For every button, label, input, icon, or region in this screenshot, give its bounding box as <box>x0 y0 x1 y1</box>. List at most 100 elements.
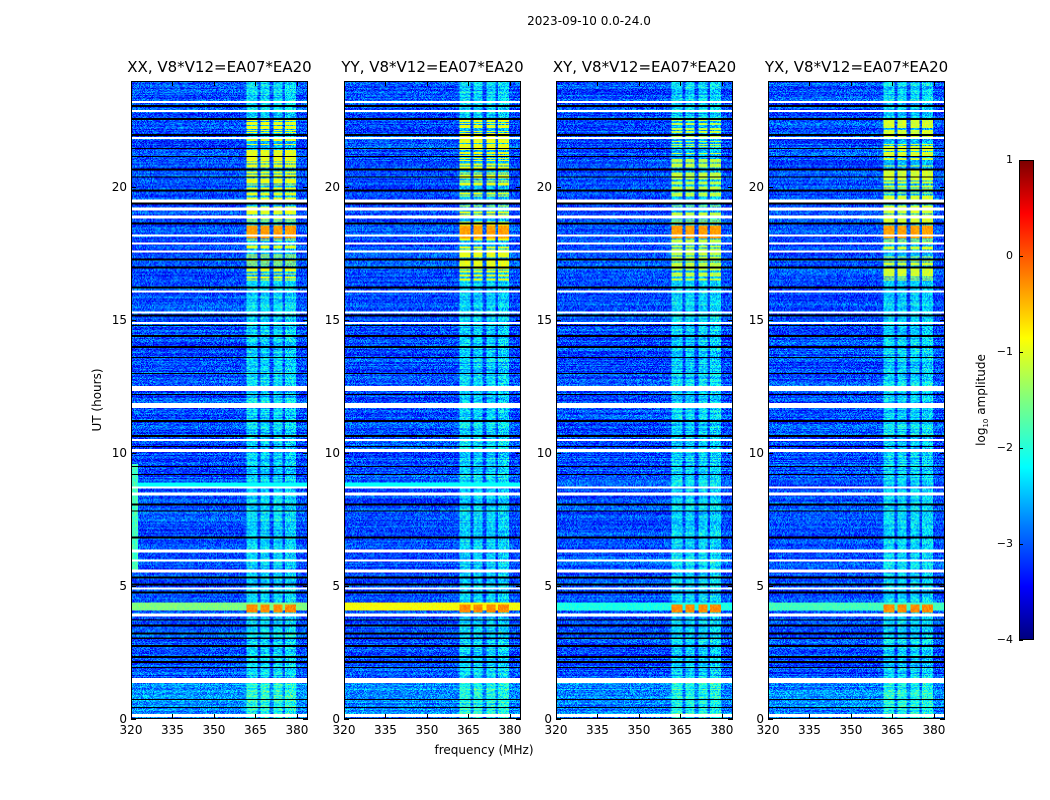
x-tick-mark <box>385 714 387 719</box>
x-tick-mark <box>933 714 935 719</box>
y-tick-label: 10 <box>748 446 764 461</box>
y-tick-mark <box>516 187 521 189</box>
colorbar-label: log10 amplitude <box>973 354 991 446</box>
x-tick-mark <box>213 81 215 86</box>
x-tick-mark <box>597 714 599 719</box>
y-tick-mark <box>728 586 733 588</box>
x-tick-mark <box>597 81 599 86</box>
x-tick-label: 365 <box>457 723 480 737</box>
spectrogram-image <box>132 82 307 718</box>
colorbar-tick-mark <box>1019 160 1023 161</box>
panel-title: XX, V8*V12=EA07*EA20 <box>127 58 312 76</box>
x-tick-label: 335 <box>374 723 397 737</box>
x-tick-mark <box>892 714 894 719</box>
y-tick-label: 5 <box>544 579 552 594</box>
x-tick-label: 380 <box>710 723 734 737</box>
x-tick-mark <box>721 714 723 719</box>
y-tick-mark <box>131 320 136 322</box>
y-tick-mark <box>940 187 945 189</box>
y-tick-label: 5 <box>332 579 340 594</box>
y-tick-label: 15 <box>536 313 552 328</box>
y-tick-mark <box>131 453 136 455</box>
x-tick-mark <box>509 714 511 719</box>
y-tick-label: 0 <box>119 712 127 726</box>
x-tick-label: 365 <box>669 723 692 737</box>
x-tick-mark <box>385 81 387 86</box>
x-tick-mark <box>468 714 470 719</box>
colorbar-tick-label: −4 <box>996 633 1013 646</box>
spectrogram-panel <box>344 81 521 719</box>
y-tick-mark <box>344 453 349 455</box>
y-tick-mark <box>556 187 561 189</box>
figure-title: 2023-09-10 0.0-24.0 <box>527 14 651 28</box>
y-tick-label: 5 <box>756 579 764 594</box>
colorbar-tick-mark <box>1019 256 1023 257</box>
x-tick-label: 320 <box>544 723 568 737</box>
spectrogram-image <box>557 82 732 718</box>
y-tick-label: 20 <box>111 180 127 195</box>
x-tick-mark <box>255 81 257 86</box>
y-tick-label: 10 <box>111 446 127 461</box>
y-tick-mark <box>303 586 308 588</box>
colorbar-tick-mark <box>1019 352 1023 353</box>
colorbar-tick-label: −3 <box>996 537 1013 550</box>
colorbar-tick-mark <box>1019 640 1023 641</box>
colorbar-tick-label: −1 <box>996 345 1013 358</box>
x-tick-mark <box>344 81 345 86</box>
x-tick-label: 380 <box>922 723 946 737</box>
x-tick-mark <box>850 81 852 86</box>
y-tick-mark <box>728 719 733 720</box>
x-tick-mark <box>768 81 769 86</box>
panel-title: YX, V8*V12=EA07*EA20 <box>764 58 949 76</box>
y-tick-mark <box>940 586 945 588</box>
y-tick-mark <box>344 586 349 588</box>
x-tick-mark <box>721 81 723 86</box>
spectrogram-panel <box>768 81 945 719</box>
y-tick-mark <box>344 187 349 189</box>
x-axis-label: frequency (MHz) <box>434 743 534 757</box>
x-tick-mark <box>426 714 428 719</box>
y-tick-mark <box>516 320 521 322</box>
colorbar-tick-label: 1 <box>1006 153 1013 166</box>
y-tick-mark <box>728 320 733 322</box>
x-tick-mark <box>680 81 682 86</box>
y-tick-mark <box>303 320 308 322</box>
y-tick-mark <box>940 719 945 720</box>
x-tick-mark <box>638 714 640 719</box>
spectrogram-image <box>769 82 944 718</box>
colorbar-tick-mark <box>1019 448 1023 449</box>
x-tick-label: 350 <box>415 723 439 737</box>
y-tick-mark <box>131 187 136 189</box>
x-tick-mark <box>296 714 298 719</box>
y-tick-mark <box>344 719 349 720</box>
panel-title: XY, V8*V12=EA07*EA20 <box>552 58 737 76</box>
x-tick-mark <box>809 714 811 719</box>
x-tick-mark <box>556 714 557 719</box>
x-tick-label: 320 <box>756 723 780 737</box>
x-tick-mark <box>850 714 852 719</box>
x-tick-mark <box>131 714 132 719</box>
colorbar-tick-mark <box>1019 544 1023 545</box>
y-tick-mark <box>768 719 773 720</box>
x-tick-label: 365 <box>244 723 267 737</box>
y-tick-mark <box>556 586 561 588</box>
y-tick-label: 0 <box>332 712 340 726</box>
x-tick-mark <box>509 81 511 86</box>
y-tick-mark <box>728 187 733 189</box>
spectrogram-image <box>345 82 520 718</box>
x-tick-label: 335 <box>586 723 609 737</box>
x-tick-mark <box>172 714 174 719</box>
y-tick-label: 5 <box>119 579 127 594</box>
y-tick-mark <box>728 453 733 455</box>
x-tick-label: 350 <box>627 723 651 737</box>
y-tick-mark <box>768 586 773 588</box>
y-tick-label: 0 <box>756 712 764 726</box>
x-tick-mark <box>556 81 557 86</box>
y-tick-mark <box>556 320 561 322</box>
y-tick-mark <box>516 586 521 588</box>
x-tick-label: 335 <box>161 723 184 737</box>
x-tick-label: 365 <box>881 723 904 737</box>
y-tick-mark <box>556 719 561 720</box>
x-tick-mark <box>638 81 640 86</box>
